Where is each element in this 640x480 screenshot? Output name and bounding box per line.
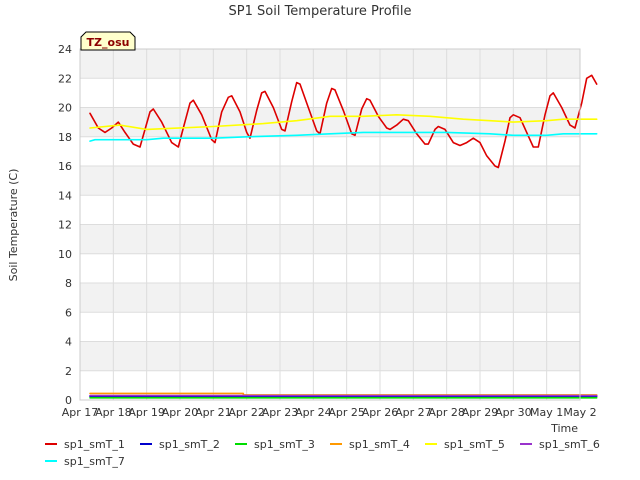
legend: sp1_smT_1 sp1_smT_2 sp1_smT_3 sp1_smT_4 sp1_…: [45, 438, 600, 468]
background-bands: [80, 49, 580, 400]
legend-item: sp1_smT_4: [330, 438, 410, 451]
x-tick-label: Apr 23: [262, 406, 299, 419]
y-tick-label: 10: [58, 248, 72, 261]
x-tick-label: Apr 20: [162, 406, 199, 419]
background-band: [80, 195, 580, 225]
x-tick-label: Apr 30: [495, 406, 532, 419]
annotation-text: TZ_osu: [87, 36, 130, 49]
y-tick-label: 8: [65, 277, 72, 290]
background-band: [80, 283, 580, 313]
annotation-box: [80, 31, 136, 51]
y-tick-label: 0: [65, 394, 72, 407]
background-band: [80, 312, 580, 342]
x-tick-label: Apr 25: [328, 406, 365, 419]
x-tick-label: Apr 27: [395, 406, 432, 419]
background-band: [80, 224, 580, 254]
y-tick-label: 22: [58, 72, 72, 85]
x-tick-label: Apr 19: [128, 406, 165, 419]
legend-label: sp1_smT_6: [539, 438, 600, 451]
legend-item: sp1_smT_6: [520, 438, 600, 451]
background-band: [80, 166, 580, 196]
legend-label: sp1_smT_2: [159, 438, 220, 451]
y-tick-label: 24: [58, 43, 72, 56]
x-tick-label: Apr 17: [62, 406, 99, 419]
legend-item: sp1_smT_2: [140, 438, 220, 451]
y-tick-label: 14: [58, 189, 72, 202]
background-band: [80, 136, 580, 166]
legend-label: sp1_smT_5: [444, 438, 505, 451]
legend-item: sp1_smT_7: [45, 455, 125, 468]
y-tick-label: 16: [58, 160, 72, 173]
x-tick-label: May 1: [530, 406, 563, 419]
background-band: [80, 49, 580, 79]
y-tick-label: 20: [58, 102, 72, 115]
legend-item: sp1_smT_1: [45, 438, 125, 451]
chart-title: SP1 Soil Temperature Profile: [229, 4, 412, 19]
legend-item: sp1_smT_5: [425, 438, 505, 451]
legend-label: sp1_smT_7: [64, 455, 125, 468]
series-line-sp1_smT_7: [89, 131, 598, 142]
legend-label: sp1_smT_3: [254, 438, 315, 451]
series-line-sp1_smT_1: [89, 74, 598, 169]
series-line-sp1_smT_5: [89, 114, 598, 131]
background-band: [80, 341, 580, 371]
x-tick-label: Apr 18: [95, 406, 132, 419]
x-tick-label: Apr 22: [228, 406, 265, 419]
x-tick-label: Apr 26: [362, 406, 399, 419]
series-layer: [89, 74, 598, 399]
background-band: [80, 253, 580, 283]
x-tick-label: May 2: [563, 406, 596, 419]
y-axis-label: Soil Temperature (C): [7, 169, 20, 282]
background-band: [80, 107, 580, 137]
plot-frame: [79, 48, 581, 401]
x-axis-label: Time: [550, 422, 578, 435]
y-tick-label: 18: [58, 131, 72, 144]
legend-label: sp1_smT_1: [64, 438, 125, 451]
y-tick-label: 2: [65, 365, 72, 378]
y-tick-label: 4: [65, 336, 72, 349]
legend-label: sp1_smT_4: [349, 438, 410, 451]
legend-item: sp1_smT_3: [235, 438, 315, 451]
y-tick-label: 12: [58, 219, 72, 232]
x-tick-label: Apr 29: [462, 406, 499, 419]
y-tick-label: 6: [65, 306, 72, 319]
tz-annotation: TZ_osu: [80, 31, 136, 51]
x-tick-label: Apr 28: [428, 406, 465, 419]
x-tick-label: Apr 21: [195, 406, 232, 419]
x-tick-label: Apr 24: [295, 406, 332, 419]
